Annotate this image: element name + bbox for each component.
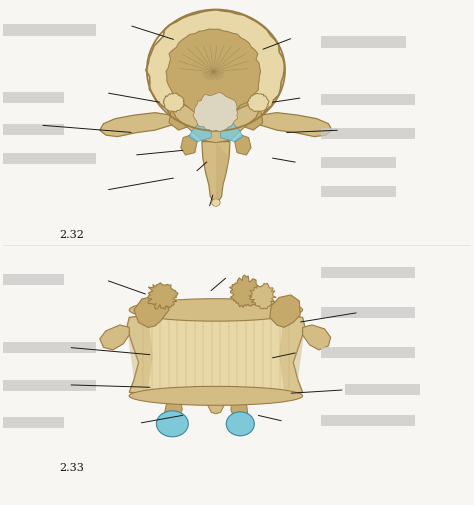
FancyBboxPatch shape xyxy=(3,275,64,285)
Polygon shape xyxy=(229,275,264,308)
FancyBboxPatch shape xyxy=(3,417,64,428)
FancyBboxPatch shape xyxy=(321,128,415,139)
Polygon shape xyxy=(166,29,261,115)
Polygon shape xyxy=(127,315,153,392)
FancyBboxPatch shape xyxy=(321,347,415,359)
Polygon shape xyxy=(163,93,184,112)
Polygon shape xyxy=(249,283,276,309)
Polygon shape xyxy=(216,141,229,201)
FancyBboxPatch shape xyxy=(3,92,64,103)
Polygon shape xyxy=(100,325,129,350)
Polygon shape xyxy=(247,93,269,112)
Polygon shape xyxy=(127,309,305,396)
Polygon shape xyxy=(100,113,172,137)
Ellipse shape xyxy=(129,386,302,406)
FancyBboxPatch shape xyxy=(3,24,97,36)
Polygon shape xyxy=(189,123,211,141)
FancyBboxPatch shape xyxy=(321,268,415,278)
Polygon shape xyxy=(235,135,251,155)
Ellipse shape xyxy=(226,412,255,436)
FancyBboxPatch shape xyxy=(345,384,419,395)
Polygon shape xyxy=(169,100,197,130)
FancyBboxPatch shape xyxy=(321,415,415,426)
Polygon shape xyxy=(148,283,178,310)
FancyBboxPatch shape xyxy=(321,157,396,168)
FancyBboxPatch shape xyxy=(3,153,97,164)
FancyBboxPatch shape xyxy=(321,94,415,105)
Polygon shape xyxy=(146,10,284,130)
FancyBboxPatch shape xyxy=(321,308,415,319)
FancyBboxPatch shape xyxy=(3,380,97,391)
Polygon shape xyxy=(164,392,182,420)
Polygon shape xyxy=(202,141,230,201)
Polygon shape xyxy=(172,103,260,142)
Ellipse shape xyxy=(212,199,220,207)
Text: 2.33: 2.33 xyxy=(59,463,84,473)
FancyBboxPatch shape xyxy=(3,342,97,354)
Polygon shape xyxy=(193,92,237,131)
Polygon shape xyxy=(235,100,263,130)
Polygon shape xyxy=(279,315,305,392)
Polygon shape xyxy=(231,392,248,420)
Polygon shape xyxy=(260,113,332,137)
Polygon shape xyxy=(220,123,243,141)
Polygon shape xyxy=(270,295,300,327)
Ellipse shape xyxy=(129,298,302,321)
Polygon shape xyxy=(207,394,225,414)
FancyBboxPatch shape xyxy=(3,124,64,135)
Polygon shape xyxy=(302,325,331,350)
FancyBboxPatch shape xyxy=(321,36,406,48)
FancyBboxPatch shape xyxy=(321,185,396,196)
Text: 2.32: 2.32 xyxy=(59,230,84,240)
Polygon shape xyxy=(181,135,197,155)
Polygon shape xyxy=(134,296,169,327)
Ellipse shape xyxy=(156,411,188,437)
